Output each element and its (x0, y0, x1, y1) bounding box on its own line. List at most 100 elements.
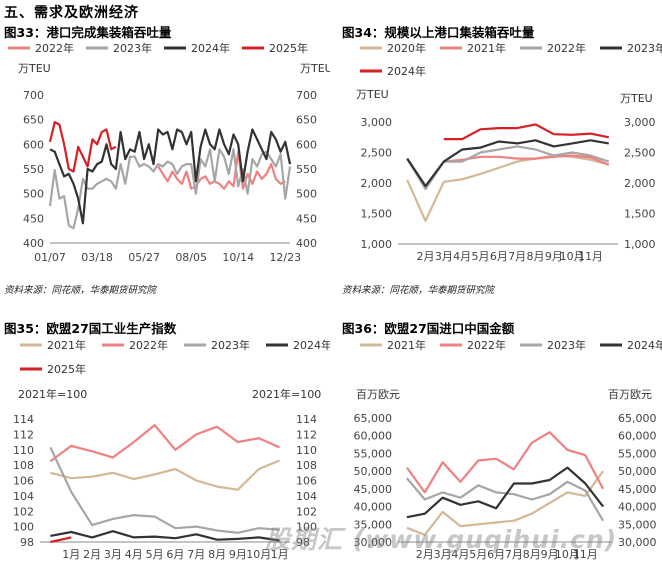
series-line-2021年 (406, 470, 604, 536)
y-tick-label-left: 108 (13, 459, 34, 472)
y-tick-label-right: 600 (296, 138, 317, 151)
series-line-2024年 (443, 123, 610, 141)
chart-35-title: 图35：欧盟27国工业生产指数 (4, 321, 177, 336)
x-tick-label: 6月 (166, 548, 184, 561)
y-axis-unit-right: 百万欧元 (608, 388, 652, 401)
x-tick-label: 3月 (434, 548, 452, 561)
legend-label: 2021年 (47, 338, 86, 352)
legend-label: 2023年 (547, 338, 586, 352)
x-tick-label: 10/14 (222, 251, 254, 264)
series-line-2022年 (406, 145, 610, 191)
x-tick-label: 5月 (146, 548, 164, 561)
x-tick-label: 12/23 (269, 251, 301, 264)
chart-35: 2021年 2022年 2023年 2024年 2025年 2021年=100 2021年=… (13, 338, 330, 561)
y-tick-label-right: 45,000 (618, 483, 657, 496)
y-axis-unit-left: 万TEU (18, 62, 51, 75)
y-tick-label-right: 700 (296, 89, 317, 102)
y-tick-label-left: 400 (23, 237, 44, 250)
series-line-2024年 (50, 530, 280, 542)
legend-label: 2022年 (467, 338, 506, 352)
y-axis-unit-left: 百万欧元 (356, 388, 400, 401)
x-tick-label: 8月 (527, 250, 545, 263)
x-tick-label: 4月 (125, 548, 143, 561)
y-tick-label-left: 2,500 (361, 147, 393, 160)
y-tick-label-right: 55,000 (618, 447, 657, 460)
x-tick-label: 6月 (490, 250, 508, 263)
y-tick-label-right: 100 (296, 521, 317, 534)
y-tick-label-left: 600 (23, 138, 44, 151)
y-tick-label-right: 1,000 (624, 238, 656, 251)
x-tick-label: 7月 (505, 548, 523, 561)
x-tick-label: 10月 (560, 250, 585, 263)
x-tick-label: 01/07 (34, 251, 66, 264)
series-line-2022年 (157, 150, 286, 190)
x-tick-label: 08/05 (175, 251, 207, 264)
y-tick-label-left: 500 (23, 188, 44, 201)
y-tick-label-left: 35,000 (354, 518, 393, 531)
legend-label: 2021年 (467, 41, 506, 55)
x-tick-label: 10月 (555, 548, 580, 561)
y-tick-label-right: 104 (296, 490, 317, 503)
series-line-2023年 (406, 477, 605, 522)
section-title: 五、需求及欧洲经济 (4, 5, 139, 21)
legend-label: 2022年 (129, 338, 168, 352)
y-tick-label-left: 112 (13, 428, 34, 441)
y-tick-label-right: 550 (296, 163, 317, 176)
y-axis-unit-left: 万TEU (356, 88, 389, 101)
y-tick-label-left: 55,000 (354, 447, 393, 460)
x-tick-label: 4月 (453, 250, 471, 263)
y-axis-unit-right: 2021年=100 (252, 387, 321, 401)
y-tick-label-left: 60,000 (354, 430, 393, 443)
x-tick-label: 4月 (451, 548, 469, 561)
x-tick-label: 9月 (229, 548, 247, 561)
y-tick-label-left: 2,000 (361, 177, 393, 190)
x-tick-label: 6月 (487, 548, 505, 561)
y-tick-label-left: 100 (13, 521, 34, 534)
y-tick-label-left: 40,000 (354, 501, 393, 514)
x-tick-label: 8月 (523, 548, 541, 561)
y-tick-label-right: 110 (296, 444, 317, 457)
y-tick-label-right: 50,000 (618, 465, 657, 478)
series-line-2024年 (49, 128, 292, 225)
y-tick-label-right: 2,000 (624, 177, 656, 190)
y-tick-label-left: 650 (23, 114, 44, 127)
chart-33-source: 资料来源：同花顺，华泰期货研究院 (4, 285, 157, 296)
x-tick-label: 11月 (573, 548, 598, 561)
x-tick-label: 3月 (104, 548, 122, 561)
y-axis-unit-right: 万TEU (300, 62, 330, 75)
y-tick-label-left: 450 (23, 212, 44, 225)
legend-label: 2023年 (113, 41, 152, 55)
legend-label: 2024年 (293, 338, 330, 352)
y-tick-label-right: 30,000 (618, 536, 657, 549)
x-tick-label: 1月 (271, 548, 289, 561)
y-tick-label-left: 700 (23, 89, 44, 102)
legend-label: 2024年 (627, 338, 662, 352)
y-tick-label-right: 114 (296, 413, 317, 426)
x-tick-label: 11月 (578, 250, 603, 263)
y-tick-label-right: 1,500 (624, 208, 656, 221)
legend-label: 2025年 (269, 41, 308, 55)
x-tick-label: 9月 (541, 548, 559, 561)
series-line-2023年 (49, 446, 280, 534)
y-tick-label-left: 102 (13, 505, 34, 518)
x-tick-label: 05/27 (128, 251, 160, 264)
x-tick-label: 9月 (545, 250, 563, 263)
y-tick-label-left: 3,000 (361, 116, 393, 129)
y-tick-label-right: 2,500 (624, 147, 656, 160)
y-tick-label-right: 500 (296, 188, 317, 201)
y-tick-label-left: 65,000 (354, 412, 393, 425)
y-tick-label-right: 450 (296, 212, 317, 225)
series-line-2022年 (49, 423, 281, 463)
y-tick-label-left: 45,000 (354, 483, 393, 496)
y-tick-label-right: 102 (296, 505, 317, 518)
y-tick-label-left: 114 (13, 413, 34, 426)
x-tick-label: 5月 (469, 548, 487, 561)
chart-36-title: 图36：欧盟27国进口中国金额 (342, 321, 515, 336)
y-tick-label-left: 550 (23, 163, 44, 176)
y-tick-label-right: 106 (296, 475, 317, 488)
y-tick-label-right: 98 (296, 536, 310, 549)
y-tick-label-right: 112 (296, 428, 317, 441)
x-tick-label: 03/18 (81, 251, 113, 264)
y-tick-label-right: 108 (296, 459, 317, 472)
